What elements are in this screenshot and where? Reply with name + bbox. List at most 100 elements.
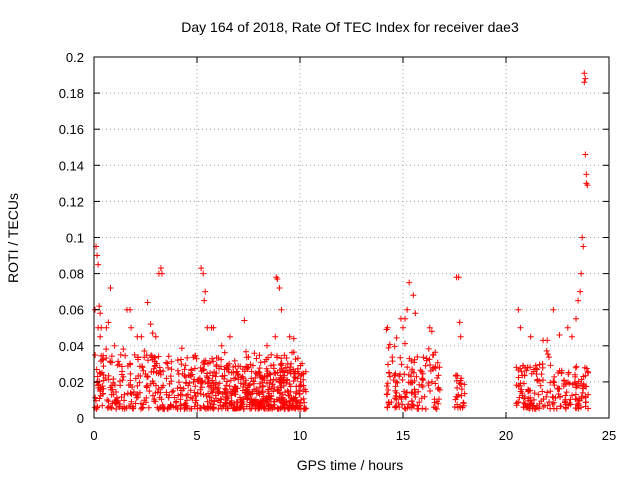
data-point — [148, 369, 155, 376]
data-point — [209, 404, 216, 411]
data-point — [152, 333, 159, 340]
data-point — [580, 243, 587, 250]
x-tick-label: 0 — [90, 428, 97, 443]
data-point — [158, 270, 165, 277]
data-point — [404, 389, 411, 396]
data-point — [527, 333, 534, 340]
data-point — [280, 374, 287, 381]
data-point — [534, 376, 541, 383]
data-point — [227, 377, 234, 384]
data-point — [287, 383, 294, 390]
data-point — [573, 363, 580, 370]
data-point — [408, 358, 415, 365]
data-point — [517, 388, 524, 395]
x-tick-label: 10 — [293, 428, 307, 443]
data-point — [544, 389, 551, 396]
data-point — [199, 378, 206, 385]
data-point — [281, 352, 288, 359]
data-point — [120, 373, 127, 380]
data-point — [414, 353, 421, 360]
data-point — [150, 380, 157, 387]
data-point — [290, 335, 297, 342]
data-point — [121, 403, 128, 410]
data-point — [221, 375, 228, 382]
data-point — [209, 389, 216, 396]
data-point — [392, 403, 399, 410]
data-point — [419, 405, 426, 412]
data-point — [402, 340, 409, 347]
data-point — [247, 381, 254, 388]
data-point — [178, 387, 185, 394]
data-point — [277, 404, 284, 411]
data-point — [398, 361, 405, 368]
data-point — [575, 297, 582, 304]
data-point — [250, 362, 257, 369]
data-point — [136, 379, 143, 386]
data-point — [221, 366, 228, 373]
data-point — [582, 151, 589, 158]
data-point — [547, 379, 554, 386]
data-point — [190, 379, 197, 385]
data-point — [425, 379, 432, 386]
data-point — [393, 396, 400, 403]
data-point — [259, 389, 266, 396]
data-point — [562, 381, 569, 388]
data-point — [385, 344, 392, 351]
data-point — [409, 368, 416, 375]
data-point — [301, 399, 308, 406]
data-point — [233, 368, 240, 375]
data-point — [407, 373, 414, 380]
data-point — [139, 363, 146, 370]
data-point — [221, 385, 228, 392]
data-point — [517, 324, 524, 331]
data-point — [289, 400, 296, 407]
data-point — [406, 279, 413, 286]
data-point — [429, 352, 436, 359]
data-point — [286, 398, 293, 405]
data-point — [168, 366, 175, 373]
data-point — [154, 389, 161, 396]
data-point — [105, 376, 112, 383]
data-point — [243, 354, 250, 361]
data-point — [455, 391, 462, 398]
data-point — [142, 370, 149, 377]
data-point — [241, 368, 248, 375]
data-point — [107, 384, 114, 391]
data-point — [256, 391, 263, 398]
data-point — [221, 349, 228, 356]
data-point — [248, 396, 255, 403]
data-point — [119, 368, 126, 375]
y-tick-label: 0.04 — [59, 339, 84, 354]
data-point — [239, 398, 246, 405]
data-point — [177, 391, 184, 398]
data-point — [524, 364, 531, 371]
data-point — [184, 354, 191, 361]
data-point — [525, 397, 532, 404]
data-point — [290, 378, 297, 385]
data-point — [176, 379, 183, 386]
data-point — [155, 353, 162, 360]
data-point — [243, 363, 250, 370]
data-point — [578, 376, 585, 383]
data-point — [544, 402, 551, 409]
data-point — [280, 379, 287, 386]
data-point — [122, 352, 129, 359]
x-tick-label: 25 — [602, 428, 616, 443]
data-point — [297, 362, 304, 369]
data-point — [575, 402, 582, 409]
data-point — [582, 403, 589, 410]
data-point — [151, 363, 158, 370]
data-point — [573, 396, 580, 403]
data-point — [241, 317, 248, 324]
data-point — [525, 386, 532, 393]
data-point — [531, 390, 538, 397]
data-point — [258, 388, 265, 395]
data-point — [267, 371, 274, 378]
data-point — [543, 347, 550, 354]
data-point — [563, 389, 570, 396]
data-point — [273, 377, 280, 384]
data-point — [97, 370, 104, 377]
data-point — [104, 396, 111, 403]
data-point — [274, 276, 281, 283]
data-point — [118, 393, 125, 400]
